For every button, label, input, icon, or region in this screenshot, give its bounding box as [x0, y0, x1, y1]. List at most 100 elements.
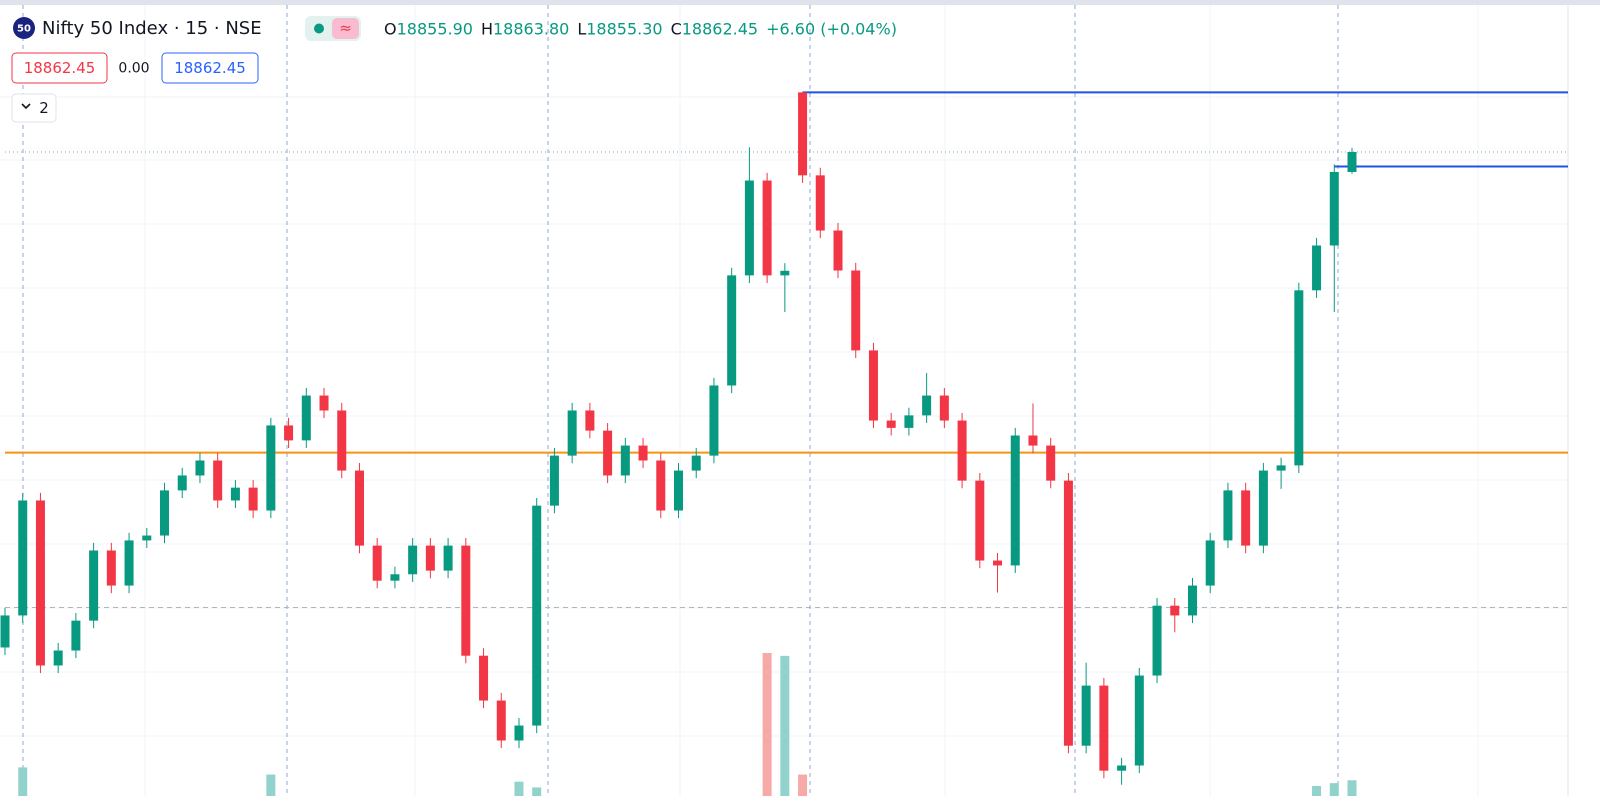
candle-body: [957, 420, 967, 481]
candle-body: [1170, 605, 1180, 616]
candle-body: [1117, 765, 1127, 771]
candle-body: [549, 455, 559, 506]
toggle-icon: ≈: [339, 19, 352, 37]
candle-body: [53, 650, 63, 666]
volume-bar: [514, 781, 524, 796]
candle-body: [1081, 685, 1091, 746]
price-change: +6.60 (+0.04%): [766, 20, 897, 39]
candle-body: [833, 230, 843, 271]
candle-body: [71, 620, 81, 651]
candle-body: [372, 545, 382, 581]
candle-body: [691, 455, 701, 471]
candle-body: [567, 410, 577, 456]
candle-body: [1258, 470, 1268, 546]
candle-body: [709, 385, 719, 456]
candle-body: [89, 550, 99, 621]
candle-body: [762, 180, 772, 276]
symbol-badge: [13, 17, 35, 39]
candle-body: [1294, 290, 1304, 466]
candle-body: [1134, 675, 1144, 766]
candle-body: [939, 395, 949, 421]
candle-body: [1312, 245, 1322, 291]
candle-body: [195, 460, 205, 476]
candle-body: [993, 560, 1003, 566]
candle-body: [1028, 435, 1038, 446]
candle-body: [213, 460, 223, 501]
candle-body: [1063, 480, 1073, 746]
volume-bar: [1347, 780, 1357, 796]
candle-body: [1347, 152, 1357, 172]
volume-bar: [798, 774, 808, 796]
volume-bar: [762, 653, 772, 796]
ohlc-label: L: [577, 20, 586, 39]
candle-body: [1205, 540, 1215, 586]
candle-body: [868, 350, 878, 421]
candle-body: [674, 470, 683, 511]
volume-bar: [1312, 785, 1322, 796]
indicator-count: 2: [39, 99, 49, 117]
ohlc-value: 18863.80: [493, 20, 569, 39]
candle-body: [1276, 465, 1286, 471]
candle-body: [514, 725, 524, 741]
candle-body: [1046, 445, 1056, 481]
candle-body: [266, 425, 276, 511]
volume-bar: [266, 774, 276, 796]
candle-body: [815, 175, 825, 231]
ohlc-value: 18862.45: [682, 20, 758, 39]
volume-bar: [1329, 783, 1339, 796]
candle-body: [35, 500, 45, 666]
volume-bar: [780, 655, 790, 796]
candle-body: [1241, 490, 1251, 546]
candle-body: [0, 615, 10, 648]
ohlc-label: O: [384, 20, 397, 39]
volume-bars: [18, 653, 1357, 796]
candle-body: [1010, 435, 1020, 566]
candle-body: [408, 545, 418, 575]
candle-body: [106, 550, 116, 586]
candle-body: [922, 395, 932, 416]
legend: 50 Nifty 50 Index · 15 · NSE ≈ 18862.45 …: [11, 16, 897, 123]
ohlc-label: H: [481, 20, 493, 39]
candle-body: [603, 430, 613, 476]
candle-body: [124, 540, 134, 586]
candle-body: [656, 460, 666, 511]
toggle-dot: [314, 23, 324, 34]
candle-body: [638, 445, 648, 461]
badge-text: 50: [17, 24, 31, 35]
candle-body: [780, 270, 790, 276]
candle-body: [886, 420, 896, 428]
candle-body: [744, 180, 754, 276]
ohlc-value: 18855.30: [586, 20, 662, 39]
candle-body: [975, 480, 985, 561]
ohlc-label: C: [671, 20, 682, 39]
candle-body: [354, 470, 364, 546]
ohlc-value: 18855.90: [397, 20, 473, 39]
volume-bar: [532, 787, 542, 796]
candle-body: [443, 545, 453, 571]
toggle-alt[interactable]: [332, 18, 359, 39]
candle-body: [496, 700, 506, 741]
candles: [0, 92, 1357, 785]
candle-body: [230, 487, 240, 501]
candle-body: [177, 475, 187, 491]
bid-price: 18862.45: [24, 59, 96, 77]
candle-body: [1099, 685, 1109, 771]
candle-body: [337, 410, 347, 471]
candle-body: [425, 545, 435, 571]
candle-body: [319, 395, 329, 411]
ask-price: 18862.45: [174, 59, 246, 77]
chevron-icon: [21, 103, 31, 110]
candle-body: [301, 395, 311, 441]
candle-body: [727, 275, 737, 386]
candle-body: [284, 425, 294, 441]
top-bar: [0, 0, 1600, 5]
ask-pill[interactable]: [161, 52, 259, 84]
indicator-toggle[interactable]: [11, 93, 57, 123]
candle-body: [248, 487, 258, 511]
spread: 0.00: [118, 61, 149, 77]
candle-body: [532, 505, 542, 726]
bid-pill[interactable]: [11, 52, 108, 84]
candle-body: [1152, 605, 1162, 676]
